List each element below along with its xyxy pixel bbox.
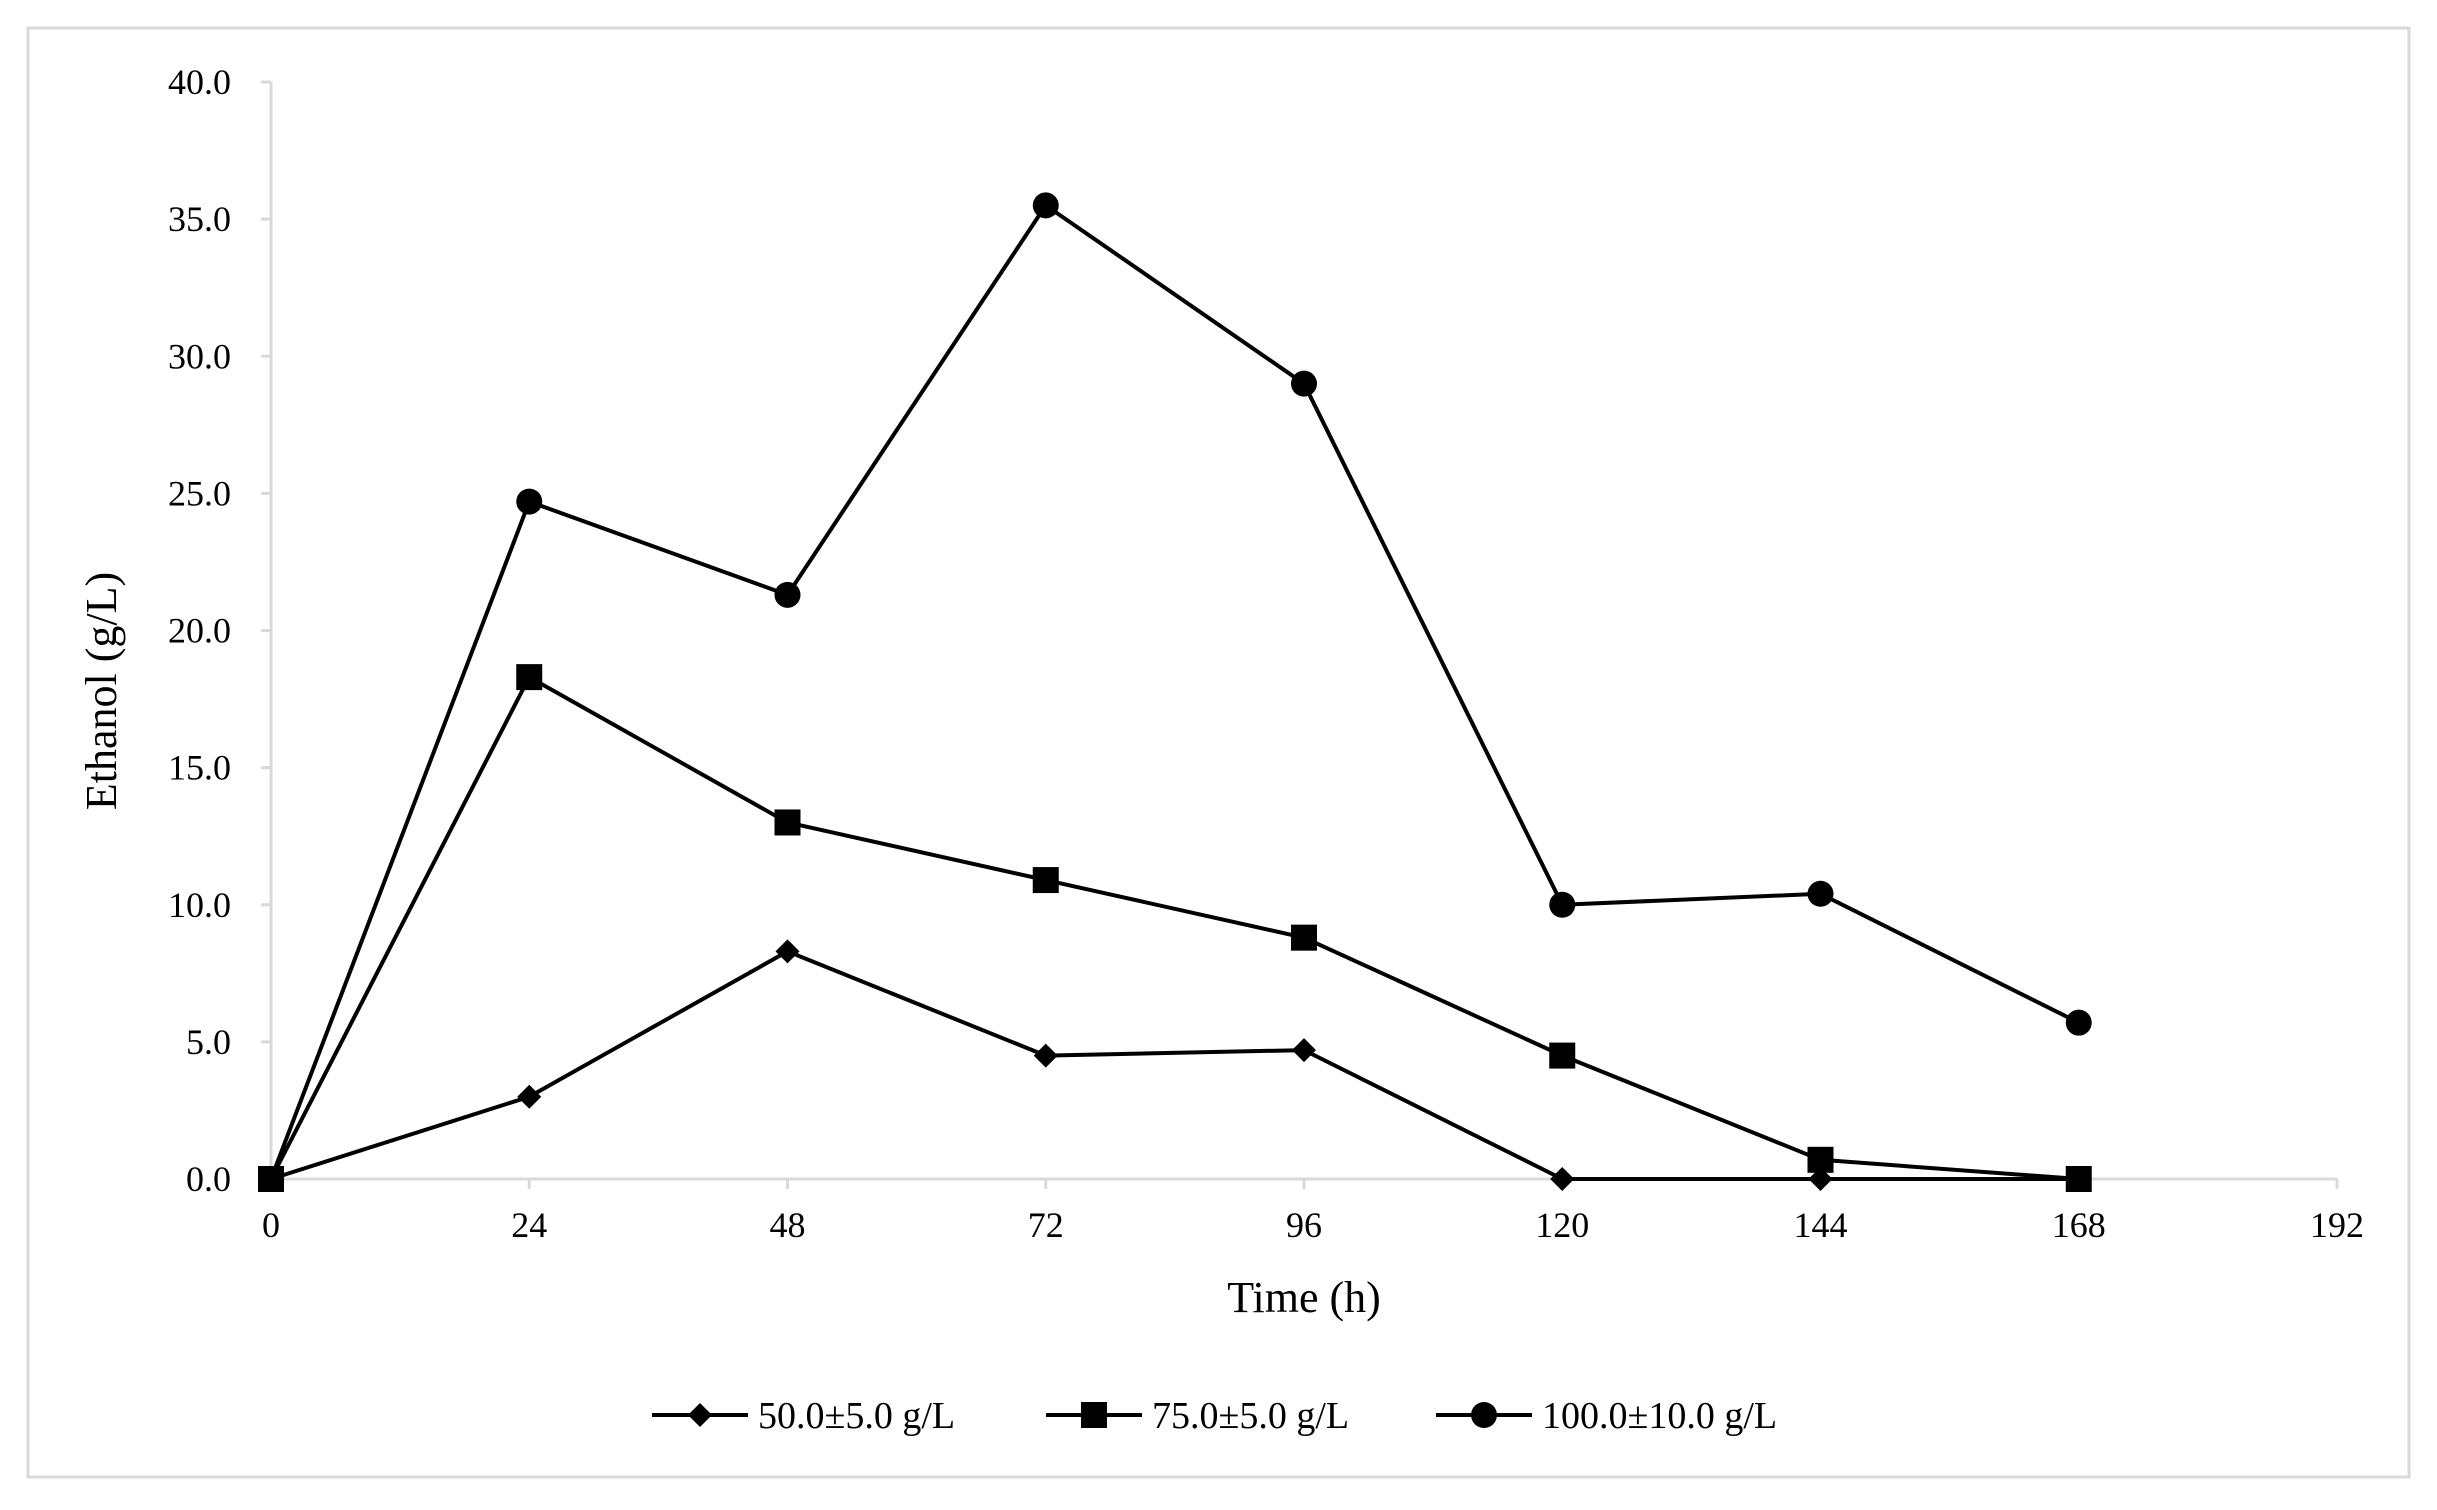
series-2	[258, 664, 2092, 1192]
data-point	[1032, 867, 1059, 894]
x-tick-label: 0	[262, 1205, 280, 1245]
series-line	[269, 675, 2079, 1181]
series-layer	[258, 192, 2092, 1192]
y-tick-label: 20.0	[168, 611, 231, 651]
x-tick-label: 168	[2052, 1205, 2106, 1245]
legend-label: 50.0±5.0 g/L	[758, 1395, 955, 1437]
y-tick-label: 0.0	[186, 1159, 231, 1199]
data-point	[1549, 891, 1576, 918]
y-tick-label: 10.0	[168, 885, 231, 925]
data-point	[1291, 924, 1317, 951]
x-tick-label: 24	[511, 1205, 547, 1245]
legend-item: 100.0±10.0 g/L	[1436, 1395, 1777, 1437]
data-point	[1807, 880, 1834, 907]
legend-item: 50.0±5.0 g/L	[652, 1395, 955, 1437]
series-3	[258, 192, 2092, 1192]
x-tick-label: 192	[2310, 1205, 2364, 1245]
data-point	[774, 809, 801, 836]
y-tick-label: 35.0	[168, 199, 231, 239]
y-tick-label: 40.0	[168, 62, 231, 102]
chart-border	[26, 26, 2411, 1479]
legend-marker	[1471, 1402, 1497, 1428]
data-point	[1808, 1167, 1833, 1191]
x-tick-label: 72	[1028, 1205, 1064, 1245]
series-line	[269, 203, 2080, 1180]
data-point	[1292, 1038, 1316, 1063]
data-point	[1032, 192, 1059, 219]
x-tick-label: 48	[770, 1205, 806, 1245]
x-tick-label: 96	[1286, 1205, 1322, 1245]
data-point	[1550, 1167, 1575, 1191]
y-tick-label: 25.0	[168, 473, 231, 513]
data-point	[2065, 1009, 2092, 1036]
data-point	[516, 488, 543, 515]
legend-item: 75.0±5.0 g/L	[1046, 1395, 1349, 1437]
data-point	[1033, 1043, 1058, 1068]
legend-label: 100.0±10.0 g/L	[1542, 1395, 1777, 1437]
x-tick-label: 120	[1535, 1205, 1589, 1245]
data-point	[258, 1166, 284, 1192]
legend-label: 75.0±5.0 g/L	[1152, 1395, 1349, 1437]
y-tick-label: 5.0	[186, 1022, 231, 1062]
legend: 50.0±5.0 g/L 75.0±5.0 g/L 100.0±10.0 g/L	[652, 1395, 1777, 1437]
y-axis-title: Ethanol (g/L)	[77, 572, 126, 810]
data-point	[1549, 1042, 1576, 1069]
legend-marker	[688, 1403, 712, 1427]
y-tick-label: 15.0	[168, 748, 231, 788]
data-point	[1291, 370, 1317, 397]
series-line	[270, 949, 2079, 1181]
data-point	[517, 1084, 542, 1109]
data-point	[1807, 1146, 1834, 1173]
axes: 0.0 5.0 10.0 15.0 20.0 25.0 30.0 35.0 40.0 0 24 48 7…	[168, 62, 2364, 1245]
data-point	[774, 581, 801, 608]
data-point	[2065, 1166, 2092, 1192]
x-tick-label: 144	[1794, 1205, 1848, 1245]
y-tick-label: 30.0	[168, 336, 231, 376]
x-axis-title: Time (h)	[1227, 1273, 1381, 1322]
data-point	[775, 939, 800, 964]
data-point	[516, 664, 543, 691]
legend-marker	[1081, 1402, 1107, 1428]
